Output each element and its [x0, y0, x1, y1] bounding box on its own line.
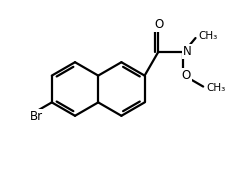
- Text: CH₃: CH₃: [198, 31, 218, 41]
- Text: N: N: [183, 45, 192, 58]
- Text: O: O: [182, 69, 191, 82]
- Text: O: O: [154, 18, 164, 31]
- Text: CH₃: CH₃: [206, 83, 226, 93]
- Text: Br: Br: [30, 110, 44, 123]
